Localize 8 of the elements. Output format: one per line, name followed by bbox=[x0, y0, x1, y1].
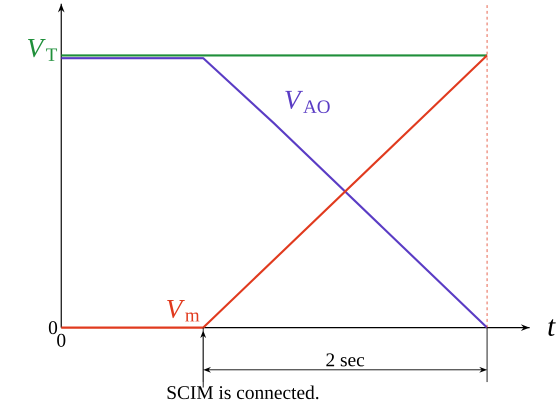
text: 0 bbox=[57, 334, 66, 347]
text: SCIM is connected. bbox=[168, 385, 318, 400]
series-label: V$_{AO}$ bbox=[285, 90, 330, 113]
text: 0 bbox=[48, 320, 58, 334]
x-axis-title: t bbox=[548, 319, 556, 336]
text: 2 sec bbox=[326, 353, 364, 366]
series-label: V$_{m}$ bbox=[167, 300, 200, 322]
text: V$_{T}$ bbox=[28, 38, 58, 61]
